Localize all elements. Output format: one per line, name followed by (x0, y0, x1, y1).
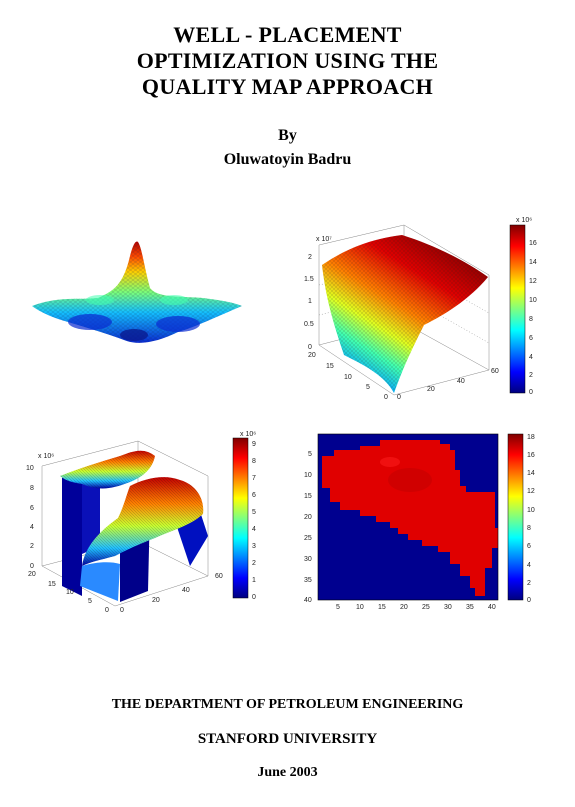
svg-text:18: 18 (527, 434, 535, 441)
svg-text:4: 4 (527, 562, 531, 569)
z-tick: 0 (308, 344, 312, 351)
svg-text:6: 6 (529, 335, 533, 342)
svg-text:12: 12 (527, 488, 535, 495)
svg-text:6: 6 (252, 492, 256, 499)
svg-text:25: 25 (304, 535, 312, 542)
colorbar-ticks: 18 16 14 12 10 8 6 4 2 0 (527, 434, 535, 604)
y-tick: 20 (308, 352, 316, 359)
svg-text:2: 2 (252, 560, 256, 567)
x-tick: 20 (427, 386, 435, 393)
svg-text:40: 40 (304, 597, 312, 604)
title-line-1: WELL - PLACEMENT (173, 22, 402, 47)
svg-text:1: 1 (252, 577, 256, 584)
svg-text:10: 10 (356, 604, 364, 611)
svg-text:0: 0 (529, 389, 533, 396)
y-tick: 10 (344, 374, 352, 381)
z-tick: 2 (30, 543, 34, 550)
svg-text:16: 16 (529, 240, 537, 247)
z-exponent: x 10⁶ (38, 453, 54, 460)
svg-text:4: 4 (252, 526, 256, 533)
svg-text:20: 20 (304, 514, 312, 521)
z-tick: 4 (30, 524, 34, 531)
y-tick: 15 (48, 581, 56, 588)
svg-text:3: 3 (252, 543, 256, 550)
svg-text:12: 12 (529, 278, 537, 285)
svg-text:2: 2 (527, 580, 531, 587)
y-tick: 5 (366, 384, 370, 391)
svg-text:5: 5 (308, 451, 312, 458)
svg-text:6: 6 (527, 543, 531, 550)
surface-3d-figure: x 10⁷ 2 1.5 1 0.5 0 20 15 10 5 0 0 20 40… (294, 205, 556, 403)
svg-text:15: 15 (378, 604, 386, 611)
svg-text:0: 0 (527, 597, 531, 604)
svg-text:8: 8 (529, 316, 533, 323)
svg-text:35: 35 (304, 577, 312, 584)
svg-text:2: 2 (529, 372, 533, 379)
svg-text:8: 8 (527, 525, 531, 532)
z-tick: 6 (30, 505, 34, 512)
y-tick: 10 (66, 589, 74, 596)
x-tick: 0 (397, 394, 401, 401)
y-tick: 20 (28, 571, 36, 578)
svg-text:16: 16 (527, 452, 535, 459)
z-tick: 8 (30, 485, 34, 492)
svg-text:10: 10 (527, 507, 535, 514)
svg-text:30: 30 (444, 604, 452, 611)
y-tick: 15 (326, 363, 334, 370)
publication-date: June 2003 (257, 765, 318, 780)
colorbar-exponent: x 10⁶ (516, 217, 532, 224)
z-tick: 1 (308, 298, 312, 305)
blocky-3d-figure: x 10⁶ 10 8 6 4 2 0 20 15 10 5 0 0 20 40 … (20, 426, 282, 618)
svg-text:14: 14 (529, 259, 537, 266)
x-ticks: 5 10 15 20 25 30 35 40 (336, 604, 496, 611)
colorbar-ticks: 16 14 12 10 8 6 4 2 0 (529, 240, 537, 396)
svg-text:5: 5 (252, 509, 256, 516)
z-tick: 0.5 (304, 321, 314, 328)
svg-text:15: 15 (304, 493, 312, 500)
z-tick: 10 (26, 465, 34, 472)
title-line-2: OPTIMIZATION USING THE (136, 48, 439, 73)
svg-text:35: 35 (466, 604, 474, 611)
sinc-surface-figure (28, 236, 246, 350)
x-tick: 40 (457, 378, 465, 385)
svg-text:5: 5 (336, 604, 340, 611)
x-tick: 20 (152, 597, 160, 604)
department-name: THE DEPARTMENT OF PETROLEUM ENGINEERING (111, 697, 464, 712)
svg-text:14: 14 (527, 470, 535, 477)
y-tick: 5 (88, 598, 92, 605)
title-line-3: QUALITY MAP APPROACH (141, 74, 434, 99)
y-tick: 0 (105, 607, 109, 614)
colorbar-ticks: 9 8 7 6 5 4 3 2 1 0 (252, 441, 256, 601)
svg-text:4: 4 (529, 354, 533, 361)
svg-text:40: 40 (488, 604, 496, 611)
x-tick: 0 (120, 607, 124, 614)
university-name: STANFORD UNIVERSITY (197, 731, 378, 747)
svg-text:20: 20 (400, 604, 408, 611)
svg-text:0: 0 (252, 594, 256, 601)
quality-map-figure: 5 10 15 20 25 30 35 40 5 10 15 20 25 30 … (300, 428, 560, 614)
z-exponent: x 10⁷ (316, 236, 332, 243)
x-tick: 60 (491, 368, 499, 375)
z-tick: 0 (30, 563, 34, 570)
svg-text:10: 10 (529, 297, 537, 304)
y-ticks: 5 10 15 20 25 30 35 40 (304, 451, 312, 604)
svg-text:7: 7 (252, 475, 256, 482)
x-tick: 40 (182, 587, 190, 594)
colorbar-exponent: x 10⁶ (240, 431, 256, 438)
z-tick: 2 (308, 254, 312, 261)
author-name: Oluwatoyin Badru (223, 151, 352, 168)
y-tick: 0 (384, 394, 388, 401)
svg-text:30: 30 (304, 556, 312, 563)
svg-text:25: 25 (422, 604, 430, 611)
svg-text:10: 10 (304, 472, 312, 479)
by-label: By (278, 127, 297, 144)
z-tick: 1.5 (304, 276, 314, 283)
svg-text:8: 8 (252, 458, 256, 465)
x-tick: 60 (215, 573, 223, 580)
svg-text:9: 9 (252, 441, 256, 448)
